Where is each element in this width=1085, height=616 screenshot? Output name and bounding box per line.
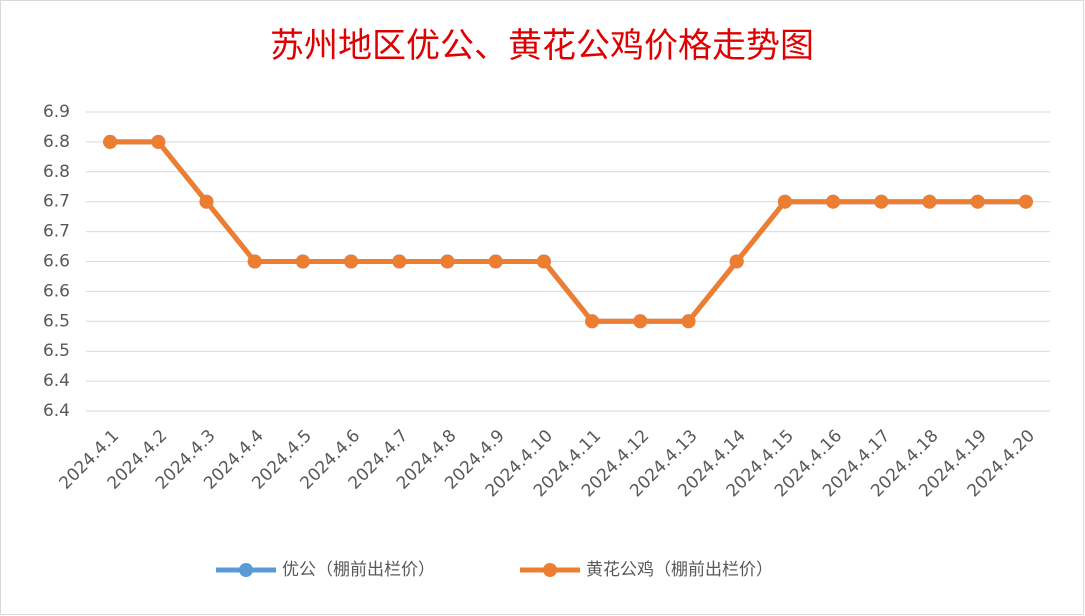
chart-title: 苏州地区优公、黄花公鸡价格走势图 <box>270 26 814 66</box>
point <box>922 194 937 209</box>
point <box>585 314 600 329</box>
y-tick-label: 6.5 <box>43 341 70 361</box>
y-tick-label: 6.7 <box>43 222 70 242</box>
point <box>777 194 792 209</box>
legend-marker <box>239 563 253 577</box>
point <box>344 254 359 269</box>
point <box>681 314 696 329</box>
point <box>1018 194 1033 209</box>
series-line <box>110 139 1026 324</box>
point <box>392 254 407 269</box>
point <box>633 314 648 329</box>
y-tick-label: 6.4 <box>43 401 70 421</box>
y-tick-label: 6.6 <box>43 252 70 272</box>
point <box>103 134 118 149</box>
y-tick-label: 6.6 <box>43 281 70 301</box>
y-tick-label: 6.8 <box>43 132 70 152</box>
legend-label: 优公（棚前出栏价） <box>282 560 435 580</box>
point <box>199 194 214 209</box>
y-tick-label: 6.4 <box>43 371 70 391</box>
y-tick-label: 6.5 <box>43 311 70 331</box>
y-tick-label: 6.7 <box>43 192 70 212</box>
legend-marker <box>543 563 557 577</box>
point <box>151 134 166 149</box>
point <box>536 254 551 269</box>
point <box>488 254 503 269</box>
point <box>970 194 985 209</box>
y-tick-label: 6.8 <box>43 162 70 182</box>
point <box>874 194 889 209</box>
point <box>826 194 841 209</box>
legend-label: 黄花公鸡（棚前出栏价） <box>586 560 773 580</box>
y-tick-label: 6.9 <box>43 102 70 122</box>
point <box>729 254 744 269</box>
point <box>295 254 310 269</box>
point <box>247 254 262 269</box>
point <box>440 254 455 269</box>
